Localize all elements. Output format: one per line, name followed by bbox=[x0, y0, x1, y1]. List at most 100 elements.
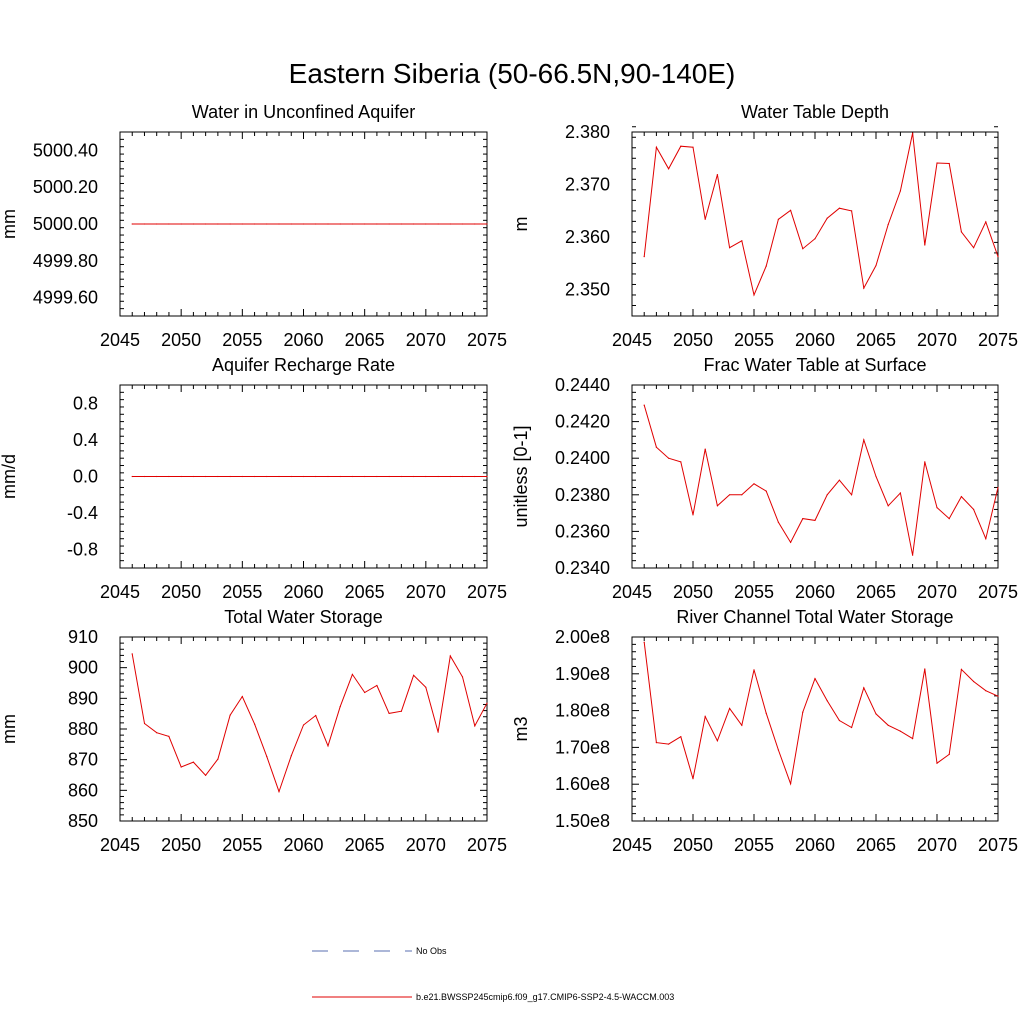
data-point bbox=[143, 223, 146, 225]
data-point bbox=[680, 461, 682, 463]
y-tick-label: 0.2440 bbox=[555, 375, 610, 395]
data-point bbox=[741, 724, 743, 726]
data-point bbox=[875, 713, 877, 715]
data-point bbox=[364, 223, 366, 225]
data-point bbox=[790, 783, 792, 785]
data-point bbox=[131, 653, 133, 655]
data-point bbox=[400, 710, 402, 712]
data-point bbox=[729, 247, 731, 249]
data-point bbox=[449, 655, 451, 657]
data-point bbox=[729, 707, 731, 710]
data-point bbox=[704, 218, 706, 220]
data-point bbox=[156, 732, 158, 734]
x-tick-label: 2075 bbox=[978, 330, 1018, 350]
legend-label: b.e21.BWSSP245cmip6.f09_g17.CMIP6-SSP2-4… bbox=[416, 992, 674, 1002]
y-tick-label: -0.4 bbox=[67, 503, 98, 523]
legend: No Obs b.e21.BWSSP245cmip6.f09_g17.CMIP6-… bbox=[312, 946, 674, 1002]
data-point bbox=[217, 223, 219, 225]
figure-title: Eastern Siberia (50-66.5N,90-140E) bbox=[289, 58, 736, 89]
data-point bbox=[437, 223, 439, 225]
plot-frame bbox=[631, 131, 999, 317]
x-tick-label: 2050 bbox=[161, 330, 201, 350]
x-tick-label: 2075 bbox=[467, 330, 507, 350]
data-point bbox=[863, 687, 865, 689]
legend-label: No Obs bbox=[416, 946, 447, 956]
y-tick-label: 5000.40 bbox=[33, 140, 98, 160]
y-tick-label: 4999.80 bbox=[33, 251, 98, 271]
data-point bbox=[716, 174, 719, 176]
x-tick-label: 2075 bbox=[467, 582, 507, 602]
data-point bbox=[765, 265, 767, 267]
data-point bbox=[143, 475, 146, 478]
plot-frame bbox=[631, 636, 999, 822]
data-point bbox=[449, 475, 451, 478]
data-point bbox=[680, 736, 682, 738]
x-tick-label: 2050 bbox=[673, 330, 713, 350]
data-point bbox=[985, 538, 987, 540]
data-point bbox=[461, 223, 464, 225]
data-point bbox=[899, 492, 902, 494]
x-tick-label: 2060 bbox=[795, 330, 835, 350]
y-tick-label: 5000.20 bbox=[33, 177, 98, 197]
chart-panel-4: Frac Water Table at Surface unitless [0-1… bbox=[511, 355, 1018, 602]
data-point bbox=[985, 690, 987, 692]
x-tick-label: 2060 bbox=[283, 330, 323, 350]
data-point bbox=[266, 756, 268, 758]
chart-panel-5: Total Water Storage mm 2045 2050 2055 2060 206… bbox=[0, 607, 507, 855]
x-tick-label: 2055 bbox=[734, 330, 774, 350]
data-point bbox=[192, 223, 194, 225]
y-axis-label: mm bbox=[0, 714, 19, 744]
chart-title: Frac Water Table at Surface bbox=[703, 355, 926, 375]
x-tick-label: 2055 bbox=[222, 582, 262, 602]
data-point bbox=[241, 695, 243, 698]
data-point bbox=[205, 475, 207, 478]
x-tick-label: 2050 bbox=[673, 835, 713, 855]
data-point bbox=[217, 475, 219, 478]
data-point bbox=[777, 749, 780, 751]
x-tick-label: 2075 bbox=[978, 582, 1018, 602]
data-point bbox=[376, 684, 378, 687]
data-point bbox=[339, 706, 341, 708]
data-point bbox=[339, 223, 341, 225]
data-point bbox=[205, 223, 207, 225]
data-point bbox=[180, 223, 182, 225]
x-tick-label: 2060 bbox=[283, 835, 323, 855]
y-axis-label: mm bbox=[0, 209, 19, 239]
data-point bbox=[924, 244, 926, 246]
data-point bbox=[302, 223, 305, 225]
data-point bbox=[729, 494, 731, 496]
data-point bbox=[948, 518, 950, 520]
data-point bbox=[474, 725, 476, 727]
data-point bbox=[851, 726, 853, 729]
data-point bbox=[315, 714, 317, 717]
y-tick-label: 1.60e8 bbox=[555, 774, 610, 794]
x-tick-label: 2060 bbox=[795, 582, 835, 602]
data-point bbox=[692, 778, 694, 780]
x-tick-label: 2065 bbox=[856, 582, 896, 602]
data-point bbox=[875, 264, 877, 267]
data-point bbox=[668, 743, 670, 745]
data-point bbox=[168, 475, 170, 478]
data-point bbox=[741, 240, 743, 242]
data-point bbox=[364, 691, 366, 694]
data-point bbox=[802, 248, 804, 250]
data-point bbox=[339, 475, 341, 478]
data-point bbox=[168, 223, 170, 225]
data-point bbox=[486, 475, 488, 478]
y-tick-label: 890 bbox=[68, 688, 98, 708]
data-point bbox=[704, 448, 706, 450]
data-point bbox=[425, 686, 427, 688]
x-tick-label: 2045 bbox=[612, 835, 652, 855]
plot-frame bbox=[119, 636, 488, 822]
x-tick-label: 2045 bbox=[612, 582, 652, 602]
series-line bbox=[643, 404, 999, 556]
data-point bbox=[960, 496, 963, 498]
data-point bbox=[315, 223, 317, 225]
y-tick-label: 900 bbox=[68, 658, 98, 678]
x-tick-label: 2055 bbox=[734, 582, 774, 602]
y-axis-label: m bbox=[511, 217, 531, 232]
chart-panel-1: Water in Unconfined Aquifer mm 2045 2050 205… bbox=[0, 102, 507, 350]
x-tick-label: 2070 bbox=[917, 582, 957, 602]
x-tick-label: 2055 bbox=[222, 330, 262, 350]
